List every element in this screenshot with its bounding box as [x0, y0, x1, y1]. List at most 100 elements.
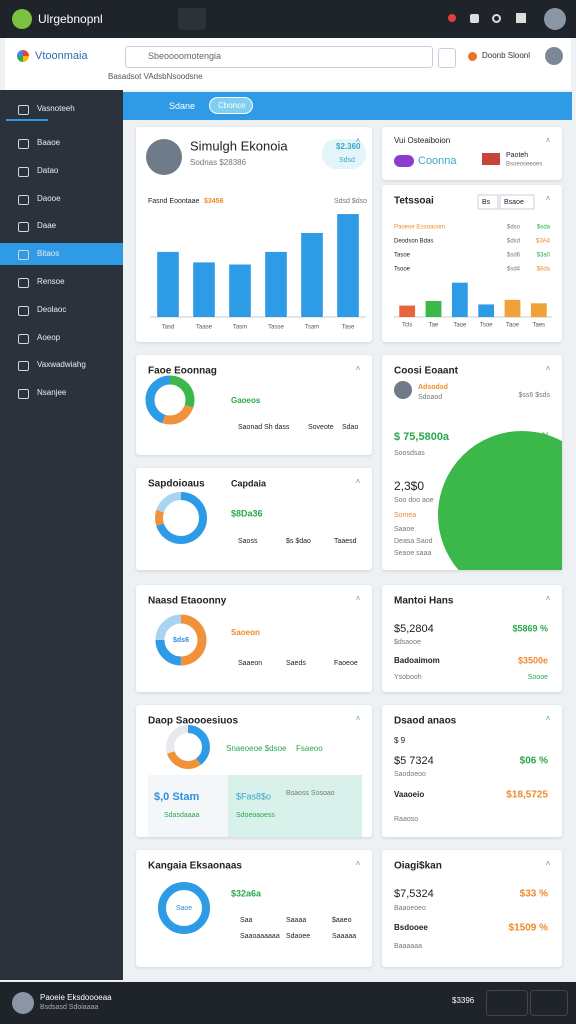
- card-text: $06 %: [520, 756, 548, 767]
- card-text: Paoteh: [506, 152, 528, 159]
- card-text: Ysobooh: [394, 674, 422, 681]
- avatar: [146, 139, 182, 175]
- sidebar-label: Deolaoc: [37, 304, 67, 314]
- card-canvas: Faoe Eoonnag ˄ Gaoeos Saonad Sh dass Soveote…: [145, 364, 361, 431]
- bar: [451, 282, 468, 317]
- sidebar-icon: [18, 389, 29, 400]
- card-menu: ˄: [356, 714, 361, 723]
- card-text: Saa: [240, 917, 253, 924]
- brand-logo: [394, 155, 414, 167]
- sidebar-underline: [6, 119, 48, 121]
- bar: [530, 303, 547, 317]
- search-text: Sbeoooomotengia: [148, 51, 222, 61]
- card-text: Snaeoeoe $dsoe: [226, 744, 287, 753]
- settings-icon[interactable]: [492, 14, 501, 23]
- sidebar-item[interactable]: Aoeop: [0, 327, 123, 349]
- ext-icon[interactable]: [470, 14, 479, 23]
- sidebar-icon: [18, 333, 29, 344]
- card-text: Sdasdaaaa: [164, 812, 200, 819]
- bar: [229, 264, 251, 317]
- sidebar-item[interactable]: Vaxwadwiahg: [0, 354, 123, 376]
- card: Kangaia Eksaonaas ˄ Saoe $32a6a Saa Saaaa $aae…: [136, 850, 372, 967]
- card-canvas: Sapdoioaus ˄ Capdaia $8Da36 Saoss $s $dao Taae…: [148, 477, 361, 545]
- card-title: Simulgh Ekonoia: [190, 138, 288, 153]
- card-text: $3A4: [536, 239, 551, 245]
- x-tick-label: Tasse: [268, 325, 284, 331]
- avatar: [394, 381, 412, 399]
- card: Simulgh Ekonoia ˄ Sodnas $28386 $2.360 Sdsd F…: [136, 127, 372, 342]
- sidebar-label: Aoeop: [37, 332, 61, 342]
- card-text: Bsoeoseeoes: [506, 162, 542, 168]
- footer-button[interactable]: [486, 990, 528, 1016]
- card-canvas: Coosi Eoaant ˄ Adsodsd Sdoaod $ss6 $sds $ 75,…: [394, 364, 576, 599]
- card-text: Deodson Bdas: [394, 239, 433, 245]
- tab-active[interactable]: Cbonce: [209, 97, 253, 114]
- filter-button[interactable]: [477, 194, 499, 210]
- x-tick-label: Tase: [342, 325, 355, 331]
- card-text: Baaoeoeo: [394, 905, 426, 912]
- x-tick-label: Taes: [532, 323, 545, 329]
- sidebar-item[interactable]: Daae: [0, 215, 123, 237]
- x-tick-label: Taoe: [506, 323, 520, 329]
- filter-button[interactable]: [499, 194, 535, 210]
- card-text: Saoeon: [231, 628, 260, 637]
- card-text: Sodnas $28386: [190, 158, 247, 167]
- search-box[interactable]: Sbeoooomotengia: [125, 46, 433, 68]
- card-text: Baaaaaa: [394, 943, 422, 950]
- bar: [425, 301, 442, 317]
- bar: [399, 305, 416, 317]
- x-tick-label: Tcls: [402, 323, 412, 329]
- card-text: $7,5324: [394, 888, 434, 900]
- card: Faoe Eoonnag ˄ Gaoeos Saonad Sh dass Soveote…: [136, 355, 372, 455]
- card-text: Paoeoe Eosoaoom: [394, 225, 445, 231]
- card: Naasd Etaoonny ˄ $ds6 Saoeon Saaeon Saeds Faoe…: [136, 585, 372, 692]
- account-name[interactable]: Doonb Sloonl: [482, 51, 531, 60]
- card-text: Deasa Saod: [394, 538, 433, 545]
- pin-button[interactable]: [178, 8, 206, 30]
- x-tick-label: Tae: [429, 323, 439, 329]
- card-text: Taaesd: [334, 538, 357, 545]
- card-text: Gaoeos: [231, 396, 261, 405]
- sidebar-icon: [18, 305, 29, 316]
- card-text: $8Da36: [231, 508, 263, 518]
- footer-sub: Bsdsasd Sdoiaaaa: [40, 1004, 99, 1011]
- card-text: Capdaia: [231, 478, 267, 488]
- sidebar-item[interactable]: Baaoe: [0, 132, 123, 154]
- card-text: $ds6: [173, 637, 189, 644]
- card: Oiagi$kan ˄ $7,5324 $33 % Baaoeoeo Bsdooee $15…: [382, 850, 562, 967]
- card-text: $2.360: [336, 142, 361, 151]
- sidebar: Vasnoteeh Baaoe Datao Daooe Daae Bitaos Rensoe…: [0, 90, 123, 980]
- sidebar-item[interactable]: Deolaoc: [0, 299, 123, 321]
- bottom-bar: Paoeie Eksdoooeaa Bsdsasd Sdoiaaaa $3396: [0, 982, 576, 1024]
- card-menu: ˄: [356, 364, 361, 373]
- sidebar-item[interactable]: Rensoe: [0, 271, 123, 293]
- sidebar-item[interactable]: Nsanjee: [0, 382, 123, 404]
- card-text: Saeds: [286, 660, 306, 667]
- sidebar-icon: [18, 139, 29, 149]
- card-text: Bsaoe: [504, 199, 524, 206]
- card-menu: ˄: [546, 194, 551, 203]
- card-text: Soooe: [528, 674, 548, 681]
- lock-button[interactable]: [438, 48, 456, 68]
- account-avatar[interactable]: [545, 47, 563, 65]
- sidebar-item[interactable]: Vasnoteeh: [0, 98, 123, 121]
- sidebar-icon: [18, 278, 29, 288]
- sidebar-item[interactable]: Datao: [0, 160, 123, 182]
- notify-icon[interactable]: [448, 14, 456, 22]
- user-avatar[interactable]: [544, 8, 566, 30]
- sidebar-label: Daae: [37, 221, 57, 231]
- card-text: $5869 %: [512, 623, 548, 633]
- sidebar-icon: [18, 222, 29, 233]
- footer-button[interactable]: [530, 990, 568, 1016]
- sidebar-item[interactable]: Bitaos: [0, 243, 123, 266]
- sidebar-label: Datao: [37, 165, 59, 175]
- card-canvas: Simulgh Ekonoia ˄ Sodnas $28386 $2.360 Sdsd F…: [146, 136, 367, 331]
- sidebar-item[interactable]: Daooe: [0, 188, 123, 210]
- card-text: $aaeo: [332, 917, 352, 924]
- tab[interactable]: Sdane: [169, 101, 196, 111]
- grid-icon[interactable]: [516, 13, 526, 23]
- toolbar-name: Vtoonmaia: [35, 50, 88, 62]
- x-tick-label: Tasd: [162, 325, 175, 331]
- card-text: Saaoaaaaaa: [240, 933, 280, 940]
